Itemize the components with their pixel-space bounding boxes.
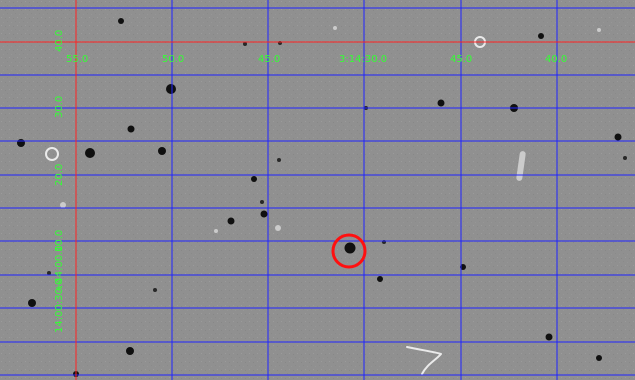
x-tick-label: 50.0 [162,54,184,65]
y-tick-label: 14:00:30.0 [54,279,65,333]
coordinate-labels: 55.0 50.0 45.0 3:14:30.0 45.0 40.0 40.0 … [54,30,567,333]
star [227,217,235,225]
star [260,200,264,204]
bright-streak [406,346,442,375]
stars [17,18,627,377]
star [344,242,356,254]
bright-speck [60,202,66,208]
image-artifacts [45,26,601,375]
x-tick-label: 45.0 [450,54,472,65]
bright-ring [45,147,59,161]
bright-speck [597,28,601,32]
bright-speck [214,229,218,233]
y-tick-label: 40.0 [54,30,65,52]
y-tick-label: +44:00.0 [54,245,65,292]
y-tick-label: 20.0 [54,164,65,186]
y-tick-label: 30.0 [54,96,65,118]
x-tick-label: 45.0 [258,54,280,65]
star [538,33,544,39]
star [85,148,95,158]
star [377,276,383,282]
star [614,133,622,141]
x-tick-label: 55.0 [66,54,88,65]
faint-streak [516,151,526,181]
y-tick-label: 10.0 [54,230,65,252]
star [127,125,135,133]
star [47,271,51,275]
star [437,99,445,107]
star [251,176,257,182]
star [153,288,157,292]
star [545,333,553,341]
star [126,347,134,355]
star [118,18,124,24]
star [596,355,602,361]
bright-speck [275,225,281,231]
x-tick-label: 40.0 [545,54,567,65]
star [243,42,247,46]
star [623,156,627,160]
x-tick-label: 3:14:30.0 [339,54,387,65]
star [158,147,166,155]
star [28,299,36,307]
star [166,84,176,94]
bright-speck [333,26,337,30]
star [277,158,281,162]
star [260,210,268,218]
target-marker [331,233,367,269]
